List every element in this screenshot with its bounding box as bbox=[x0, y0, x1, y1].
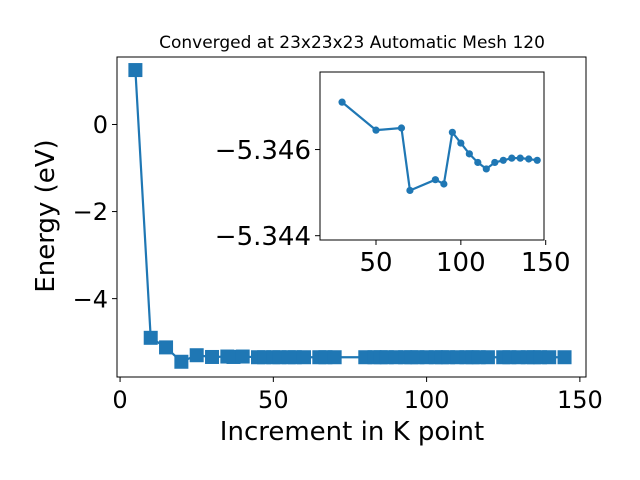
main-x-tick-label: 50 bbox=[258, 386, 289, 414]
main-data-point bbox=[557, 350, 572, 365]
inset-data-point bbox=[406, 186, 414, 195]
main-y-tick-label: 0 bbox=[93, 111, 108, 139]
main-x-tick-label: 0 bbox=[112, 386, 127, 414]
main-data-point bbox=[189, 348, 204, 363]
main-data-point bbox=[174, 354, 189, 369]
inset-plot: 50 100 150 −5.346 −5.344 bbox=[215, 71, 571, 278]
inset-data-point bbox=[431, 176, 439, 184]
inset-x-tick-label: 100 bbox=[436, 248, 486, 278]
inset-data-point bbox=[465, 150, 473, 158]
main-x-tick-label: 150 bbox=[557, 386, 603, 414]
chart-title: Converged at 23x23x23 Automatic Mesh 120 bbox=[159, 33, 545, 53]
inset-y-tick-label: −5.344 bbox=[215, 222, 311, 252]
inset-data-point bbox=[533, 156, 541, 164]
inset-x-tick-label: 150 bbox=[521, 248, 571, 278]
inset-y-tick-label: −5.346 bbox=[215, 136, 311, 166]
main-data-point bbox=[480, 350, 495, 365]
inset-data-point bbox=[482, 165, 490, 173]
x-axis-label: Increment in K point bbox=[220, 417, 484, 447]
inset-data-point bbox=[338, 98, 346, 106]
inset-data-point bbox=[372, 126, 380, 134]
main-data-point bbox=[542, 350, 557, 365]
inset-data-point bbox=[516, 154, 524, 162]
main-data-point bbox=[296, 350, 311, 365]
inset-x-tick-label: 50 bbox=[359, 248, 392, 278]
inset-background bbox=[320, 72, 544, 240]
main-frame bbox=[116, 56, 587, 378]
main-plot: 0 50 100 150 0 −2 −4 bbox=[73, 56, 603, 414]
inset-data-point bbox=[448, 128, 456, 136]
main-data-point bbox=[128, 63, 143, 78]
main-data-point bbox=[143, 330, 158, 345]
main-data-point bbox=[205, 349, 220, 364]
inset-frame bbox=[319, 71, 545, 241]
inset-data-point bbox=[397, 124, 406, 132]
inset-data-point bbox=[525, 155, 533, 163]
main-data-point bbox=[327, 350, 342, 365]
inset-data-point bbox=[474, 158, 482, 167]
inset-data-point bbox=[499, 156, 507, 164]
inset-data-point bbox=[508, 154, 516, 162]
main-data-point bbox=[159, 340, 174, 355]
inset-data-point bbox=[440, 180, 448, 188]
main-x-tick-label: 100 bbox=[404, 386, 450, 414]
y-axis-label: Energy (eV) bbox=[31, 139, 61, 292]
inset-data-point bbox=[457, 139, 465, 147]
main-y-tick-label: −2 bbox=[73, 198, 108, 226]
inset-data-point bbox=[491, 158, 499, 167]
main-y-tick-label: −4 bbox=[73, 285, 108, 313]
main-data-point bbox=[235, 349, 250, 364]
